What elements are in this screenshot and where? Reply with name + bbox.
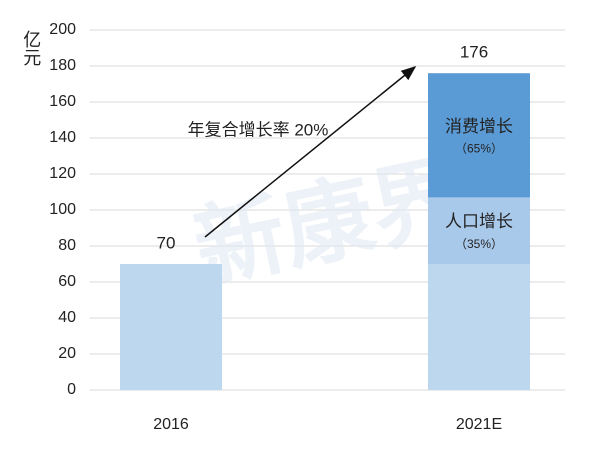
y-tick-label: 100 [49, 201, 76, 218]
y-axis-label: 亿元 [21, 30, 41, 66]
annotation: 年复合增长率 20% [188, 120, 329, 139]
bar-segment [428, 197, 530, 264]
bar-segment [120, 264, 222, 390]
segment-label: 人口增长 [445, 212, 513, 231]
arrow [204, 66, 417, 238]
total-label: 70 [157, 233, 176, 252]
y-tick-label: 40 [58, 309, 76, 326]
y-tick-label: 160 [49, 93, 76, 110]
bar-segment [428, 264, 530, 390]
x-tick-label: 2021E [456, 416, 502, 433]
y-tick-label: 120 [49, 165, 76, 182]
segment-share: （35%） [455, 237, 503, 251]
y-tick-label: 0 [67, 381, 76, 398]
y-tick-label: 140 [49, 129, 76, 146]
segment-share: （65%） [455, 141, 503, 155]
total-label: 176 [460, 43, 488, 62]
segment-label: 消费增长 [445, 117, 513, 136]
x-tick-label: 2016 [153, 416, 189, 433]
y-tick-label: 180 [49, 57, 76, 74]
y-tick-label: 20 [58, 345, 76, 362]
bar-segment [428, 73, 530, 198]
y-tick-label: 200 [49, 21, 76, 38]
y-tick-label: 80 [58, 237, 76, 254]
y-tick-label: 60 [58, 273, 76, 290]
